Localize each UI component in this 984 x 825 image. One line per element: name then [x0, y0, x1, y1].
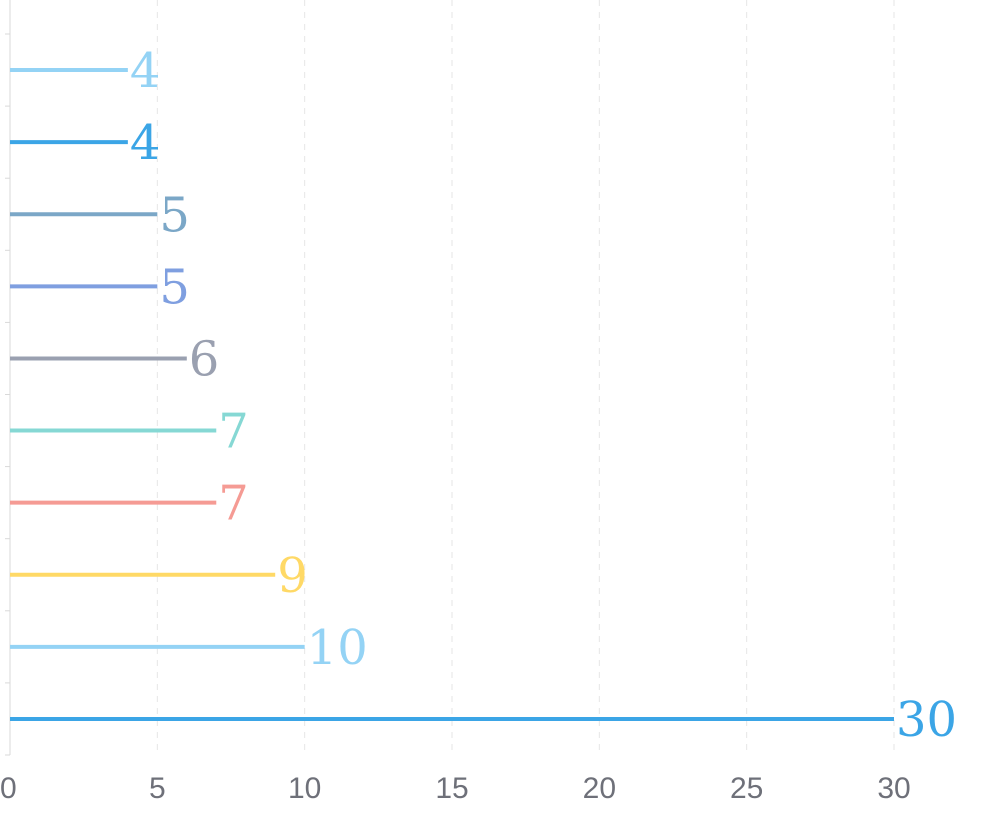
data-label: 30 — [896, 692, 957, 748]
x-tick-label: 15 — [435, 772, 468, 805]
bars — [10, 68, 894, 721]
grid-lines — [156, 0, 895, 755]
x-tick-label: 30 — [877, 772, 910, 805]
data-label: 7 — [218, 404, 249, 460]
data-label: 10 — [307, 620, 368, 676]
data-label: 4 — [130, 115, 161, 171]
data-label: 5 — [159, 259, 190, 315]
y-axis-ticks — [5, 33, 10, 756]
data-label: 5 — [159, 187, 190, 243]
data-label: 9 — [277, 548, 308, 604]
data-label: 4 — [130, 43, 161, 99]
x-tick-label: 25 — [730, 772, 763, 805]
x-axis-tick-labels: 0 5 10 15 20 25 30 — [0, 772, 911, 805]
data-label: 7 — [218, 476, 249, 532]
x-tick-label: 20 — [583, 772, 616, 805]
data-label: 6 — [189, 331, 220, 387]
x-tick-label: 10 — [288, 772, 321, 805]
x-tick-label: 5 — [149, 772, 166, 805]
x-tick-label: 0 — [0, 772, 17, 805]
